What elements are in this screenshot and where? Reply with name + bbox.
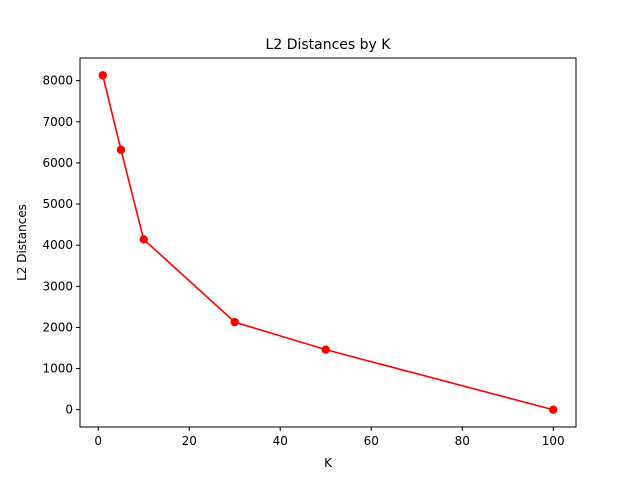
data-point: [321, 345, 330, 354]
y-tick-label: 7000: [42, 115, 73, 129]
y-tick-label: 0: [65, 403, 73, 417]
x-axis-label: K: [324, 456, 333, 470]
data-point: [139, 235, 148, 244]
series-layer: [98, 71, 558, 414]
y-tick-label: 5000: [42, 197, 73, 211]
x-tick-label: 0: [94, 434, 102, 448]
y-tick-label: 8000: [42, 74, 73, 88]
y-tick-label: 6000: [42, 156, 73, 170]
x-tick-label: 20: [182, 434, 197, 448]
series-line: [101, 75, 554, 411]
y-tick-label: 4000: [42, 238, 73, 252]
data-point: [549, 405, 558, 414]
y-tick-label: 1000: [42, 362, 73, 376]
plot-area: [80, 58, 576, 427]
x-tick-label: 100: [542, 434, 565, 448]
x-tick-label: 80: [455, 434, 470, 448]
data-point: [98, 71, 107, 80]
y-tick-label: 2000: [42, 320, 73, 334]
y-axis: 0 1000 2000 3000 4000 5000 6000 7000 8000: [42, 74, 80, 417]
data-point: [116, 145, 126, 154]
x-tick-label: 40: [273, 434, 288, 448]
y-axis-label: L2 Distances: [15, 204, 29, 281]
plot-frame: [79, 57, 577, 428]
x-axis: 0 20 40 60 80 100: [94, 427, 565, 448]
y-tick-label: 3000: [42, 279, 73, 293]
x-tick-label: 60: [364, 434, 379, 448]
chart-title: L2 Distances by K: [266, 37, 392, 53]
data-point: [230, 317, 239, 327]
